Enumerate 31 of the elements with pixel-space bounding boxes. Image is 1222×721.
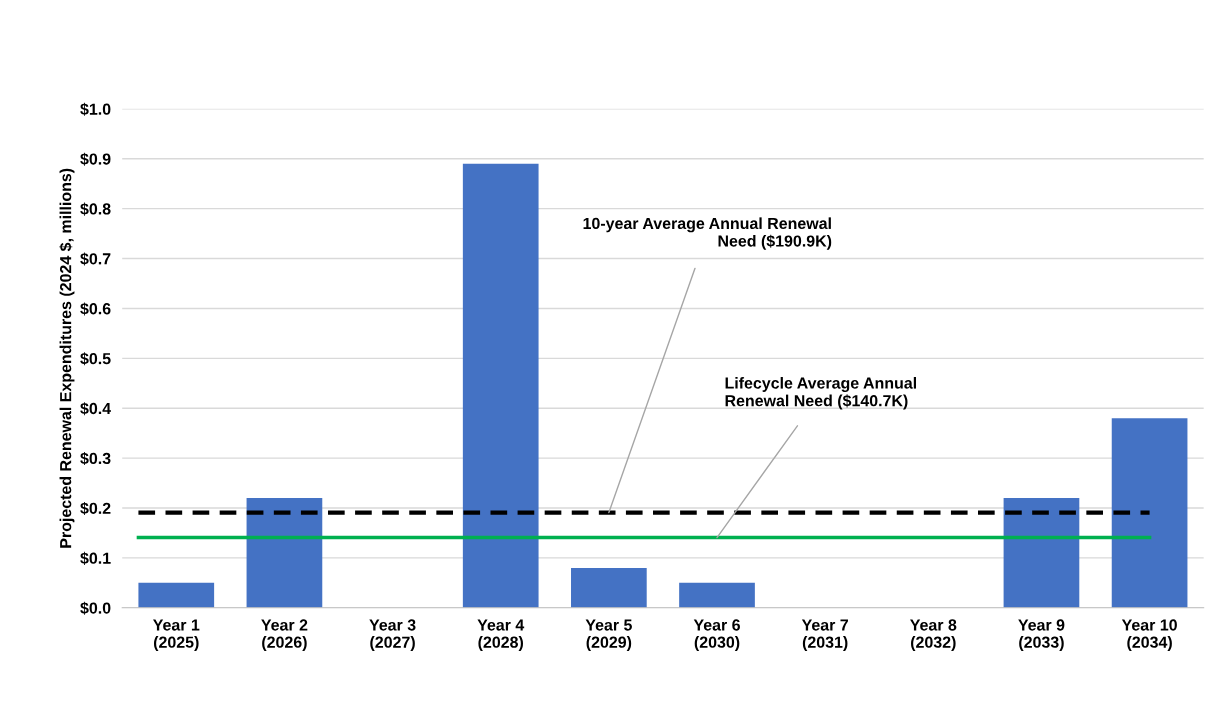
- x-tick-label: Year 4 (2028): [477, 619, 525, 652]
- y-axis-title: Projected Renewal Expenditures (2024 $, millions): [59, 168, 75, 548]
- bar: [462, 163, 539, 608]
- ref-line-label: 10-year Average Annual Renewal Need ($190.9K): [583, 217, 832, 250]
- bar: [246, 498, 323, 608]
- x-tick-label: Year 9 (2033): [1018, 619, 1065, 652]
- x-tick-label: Year 2 (2026): [261, 619, 308, 652]
- y-tick-label: $0.0: [80, 601, 111, 615]
- y-tick-label: $1.0: [80, 102, 111, 116]
- y-tick-label: $0.7: [80, 252, 111, 266]
- ref-line-label: Lifecycle Average Annual Renewal Need ($140.7K): [725, 377, 917, 410]
- y-tick-label: $0.4: [80, 402, 112, 416]
- x-tick-label: Year 1 (2025): [153, 619, 200, 652]
- y-tick-label: $0.8: [80, 202, 111, 216]
- y-tick-label: $0.6: [80, 302, 111, 316]
- x-tick-label: Year 5 (2029): [585, 619, 632, 652]
- bar: [571, 567, 647, 608]
- x-tick-label: Year 10 (2034): [1121, 619, 1177, 652]
- x-tick-label: Year 7 (2031): [801, 619, 848, 652]
- y-tick-label: $0.9: [80, 152, 111, 166]
- bar: [1003, 498, 1080, 608]
- x-tick-label: Year 6 (2030): [693, 619, 740, 652]
- x-tick-label: Year 8 (2032): [910, 619, 957, 652]
- y-tick-label: $0.2: [80, 501, 111, 515]
- bar: [679, 582, 755, 608]
- y-tick-label: $0.5: [80, 352, 111, 366]
- bar: [1111, 418, 1188, 608]
- y-tick-label: $0.1: [80, 551, 111, 565]
- y-tick-label: $0.3: [80, 452, 111, 466]
- bar: [138, 582, 215, 608]
- x-tick-label: Year 3 (2027): [369, 619, 416, 652]
